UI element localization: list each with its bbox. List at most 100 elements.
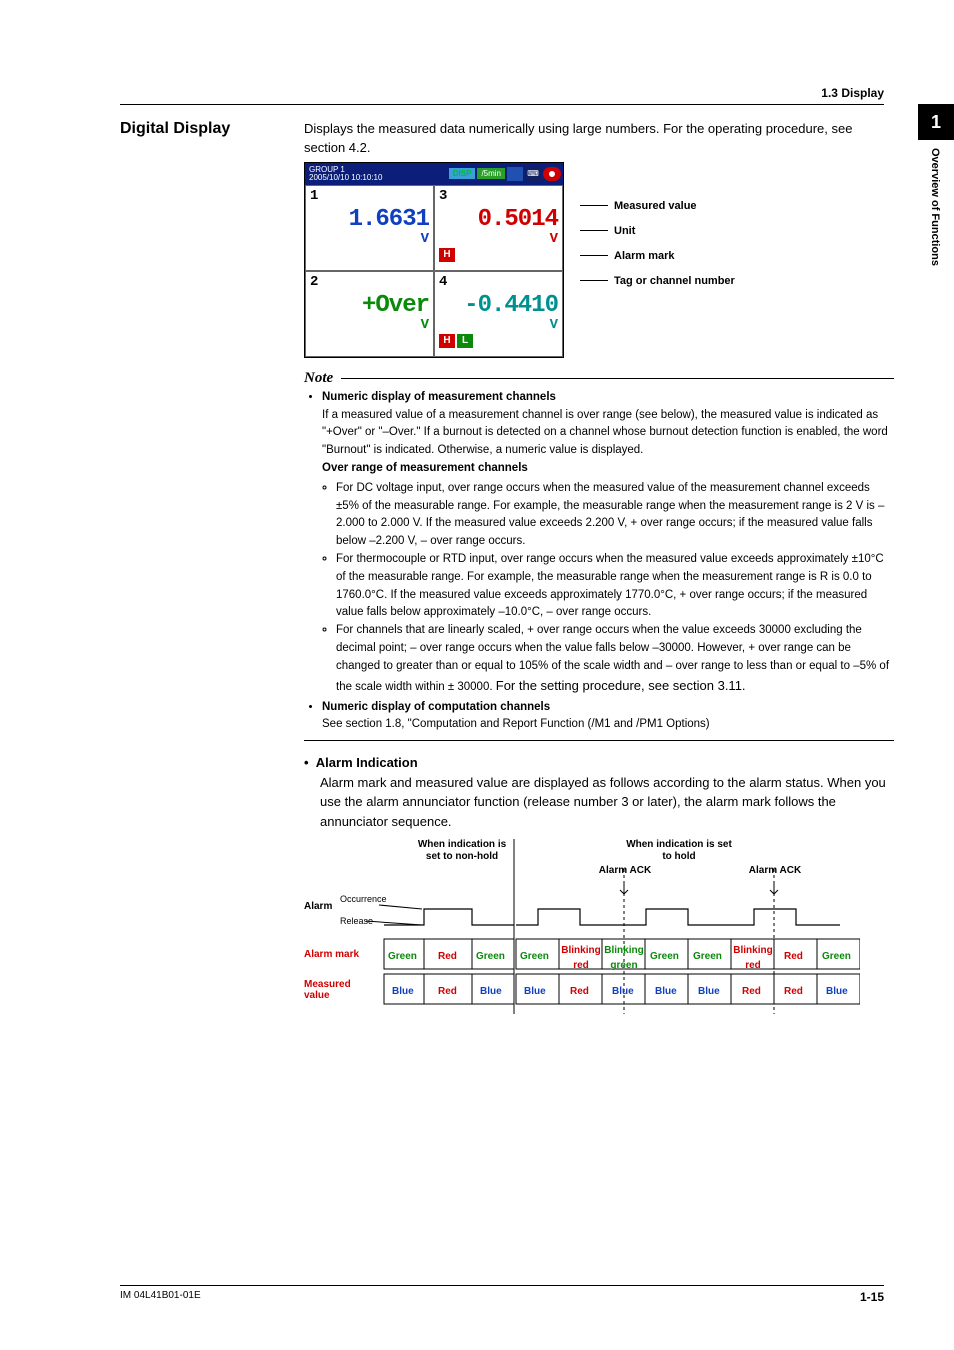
- screenshot-block: GROUP 1 2005/10/10 10:10:10 DISP /5min ⌨…: [304, 162, 894, 358]
- right-col: Displays the measured data numerically u…: [304, 120, 894, 1039]
- hdr-ack1: Alarm ACK: [594, 865, 656, 877]
- note-h2: Over range of measurement channels: [322, 462, 528, 474]
- note-label: Note: [304, 370, 333, 387]
- cell-value: +Over: [310, 292, 429, 319]
- row-alarm: Alarm: [304, 899, 332, 914]
- row-meas: Measured value: [304, 979, 366, 1001]
- timestamp-label: 2005/10/10 10:10:10: [309, 173, 382, 182]
- note-rule-bottom: [304, 740, 894, 741]
- row-mark: Alarm mark: [304, 947, 359, 962]
- meas-h-1: Red: [570, 984, 589, 999]
- rate-badge: /5min: [477, 168, 505, 179]
- topic-heading: Digital Display: [120, 120, 290, 1039]
- note-rule-top: [341, 378, 894, 379]
- meas-nh-0: Blue: [392, 984, 414, 999]
- footer-right: 1-15: [860, 1290, 884, 1304]
- cell-value: 1.6631: [310, 206, 429, 233]
- header-group: GROUP 1 2005/10/10 10:10:10: [307, 165, 384, 183]
- row-rel: Release: [340, 915, 373, 929]
- mark-h-0: Green: [520, 949, 549, 964]
- alarm-text: Alarm mark and measured value are displa…: [304, 773, 894, 832]
- screenshot-header: GROUP 1 2005/10/10 10:10:10 DISP /5min ⌨: [305, 163, 563, 185]
- mark-h-4: Green: [693, 949, 722, 964]
- note-p1: If a measured value of a measurement cha…: [322, 409, 888, 457]
- callout-tag: Tag or channel number: [580, 275, 735, 287]
- cell-marks: [310, 334, 429, 348]
- record-icon: [543, 167, 561, 181]
- status-icon: [507, 167, 523, 181]
- keypad-icon: ⌨: [525, 167, 541, 181]
- mark-h-1: Blinking red: [561, 943, 601, 973]
- callout-measured: Measured value: [580, 200, 735, 212]
- device-screenshot: GROUP 1 2005/10/10 10:10:10 DISP /5min ⌨…: [304, 162, 564, 358]
- cell-marks: [310, 248, 429, 262]
- cell-2: 2 +Over V: [305, 271, 434, 357]
- alarm-heading-text: Alarm Indication: [316, 755, 418, 770]
- mark-nh-1: Red: [438, 949, 457, 964]
- cell-value: -0.4410: [439, 292, 558, 319]
- meas-h-4: Blue: [698, 984, 720, 999]
- cell-4: 4 -0.4410 V H L: [434, 271, 563, 357]
- alarm-heading: • Alarm Indication: [304, 755, 418, 770]
- mark-h-5: Blinking red: [733, 943, 773, 973]
- alarm-mark-h: H: [439, 334, 455, 348]
- cell-tag: 1: [310, 188, 429, 204]
- mark-h-3: Green: [650, 949, 679, 964]
- page: 1.3 Display 1 Overview of Functions Digi…: [0, 0, 954, 1350]
- note-h1: Numeric display of measurement channels: [322, 391, 556, 403]
- meas-h-7: Blue: [826, 984, 848, 999]
- meas-nh-2: Blue: [480, 984, 502, 999]
- hdr-hold: When indication is set to hold: [624, 839, 734, 862]
- cell-tag: 4: [439, 274, 558, 290]
- note-b3: For channels that are linearly scaled, +…: [336, 622, 894, 696]
- cell-value: 0.5014: [439, 206, 558, 233]
- cell-3: 3 0.5014 V H: [434, 185, 563, 271]
- header-rule: [120, 104, 884, 105]
- cell-marks: H L: [439, 334, 558, 348]
- mark-h-7: Green: [822, 949, 851, 964]
- meas-h-5: Red: [742, 984, 761, 999]
- callout-alarm: Alarm mark: [580, 250, 735, 262]
- chapter-number: 1: [918, 104, 954, 140]
- note-b1: For DC voltage input, over range occurs …: [336, 480, 894, 551]
- cell-unit: V: [310, 231, 429, 247]
- alarm-chart: When indication is set to non-hold When …: [304, 839, 860, 1039]
- meas-h-6: Red: [784, 984, 803, 999]
- intro-text: Displays the measured data numerically u…: [304, 120, 894, 158]
- mark-h-2: Blinking green: [604, 943, 644, 973]
- chapter-title: Overview of Functions: [918, 140, 941, 266]
- mark-nh-2: Green: [476, 949, 505, 964]
- cell-tag: 3: [439, 188, 558, 204]
- note-b3b: For the setting procedure, see section 3…: [496, 678, 746, 693]
- cell-unit: V: [310, 317, 429, 333]
- callout-unit: Unit: [580, 225, 735, 237]
- meas-nh-1: Red: [438, 984, 457, 999]
- alarm-mark-h: H: [439, 248, 455, 262]
- mark-nh-0: Green: [388, 949, 417, 964]
- alarm-mark-l: L: [457, 334, 473, 348]
- cell-unit: V: [439, 231, 558, 247]
- hdr-nonhold: When indication is set to non-hold: [412, 839, 512, 862]
- cell-marks: H: [439, 248, 558, 262]
- note-heading: Note: [304, 370, 894, 387]
- side-tab: 1 Overview of Functions: [918, 104, 954, 404]
- note-body: Numeric display of measurement channels …: [304, 389, 894, 734]
- callouts: Measured value Unit Alarm mark Tag or ch…: [580, 200, 735, 287]
- alarm-section: • Alarm Indication Alarm mark and measur…: [304, 753, 894, 1039]
- mark-h-6: Red: [784, 949, 803, 964]
- note-b2: For thermocouple or RTD input, over rang…: [336, 551, 894, 622]
- meas-h-0: Blue: [524, 984, 546, 999]
- section-header: 1.3 Display: [821, 86, 884, 100]
- meas-h-2: Blue: [612, 984, 634, 999]
- cell-tag: 2: [310, 274, 429, 290]
- cell-1: 1 1.6631 V: [305, 185, 434, 271]
- hdr-ack2: Alarm ACK: [744, 865, 806, 877]
- content-grid: Digital Display Displays the measured da…: [120, 120, 894, 1039]
- page-footer: IM 04L41B01-01E 1-15: [120, 1285, 884, 1304]
- cell-unit: V: [439, 317, 558, 333]
- row-occ: Occurrence: [340, 893, 387, 907]
- footer-left: IM 04L41B01-01E: [120, 1290, 201, 1304]
- note-p3: See section 1.8, "Computation and Report…: [322, 718, 710, 730]
- disp-badge: DISP: [449, 168, 476, 179]
- meas-h-3: Blue: [655, 984, 677, 999]
